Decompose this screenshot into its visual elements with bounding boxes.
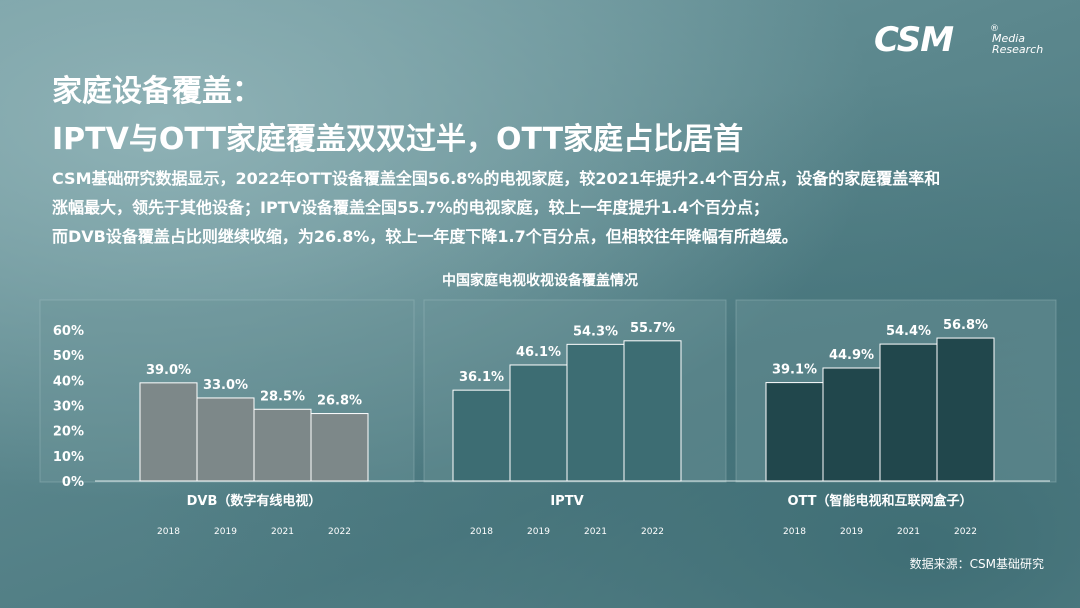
x-axis-year-label: 2022 — [328, 527, 351, 537]
x-axis-year-label: 2019 — [840, 527, 863, 537]
x-axis-year-label: 2021 — [897, 527, 920, 537]
logo-subtitle: Media Research — [992, 33, 1043, 55]
logo-subtitle-line2: Research — [992, 43, 1044, 56]
bar-value-label: 44.9% — [829, 348, 874, 363]
bar — [139, 382, 198, 482]
bar-value-label: 39.0% — [146, 363, 191, 378]
bar-value-label: 28.5% — [260, 389, 305, 404]
logo-registered-mark: ® — [990, 24, 999, 34]
x-axis-year-label: 2018 — [470, 527, 493, 537]
logo-main-text: CSM — [874, 20, 954, 60]
chart-title: 中国家庭电视收视设备覆盖情况 — [442, 273, 638, 289]
bar-value-label: 26.8% — [317, 394, 362, 409]
x-axis-year-label: 2018 — [157, 527, 180, 537]
group-label: IPTV — [550, 494, 583, 509]
bar-value-label: 33.0% — [203, 378, 248, 393]
x-axis-year-label: 2019 — [214, 527, 237, 537]
x-axis-year-label: 2018 — [783, 527, 806, 537]
bar — [509, 364, 568, 482]
x-axis-year-label: 2021 — [271, 527, 294, 537]
bar — [196, 397, 255, 482]
bar — [452, 389, 511, 482]
bar — [623, 340, 682, 482]
y-axis-tick-label: 10% — [53, 450, 84, 465]
bar-value-label: 55.7% — [630, 321, 675, 336]
bar-value-label: 54.4% — [886, 324, 931, 339]
bar — [310, 413, 369, 482]
group-label: DVB（数字有线电视） — [187, 493, 322, 509]
description-paragraph: CSM基础研究数据显示，2022年OTT设备覆盖全国56.8%的电视家庭，较20… — [52, 164, 1062, 251]
bar — [822, 367, 881, 482]
page-title-line1: 家庭设备覆盖： — [52, 74, 262, 109]
data-source-note: 数据来源：CSM基础研究 — [909, 557, 1044, 571]
x-axis-year-label: 2021 — [584, 527, 607, 537]
y-axis-tick-label: 0% — [62, 475, 84, 490]
group-label: OTT（智能电视和互联网盒子） — [787, 493, 972, 509]
x-axis-year-label: 2022 — [954, 527, 977, 537]
bar-value-label: 56.8% — [943, 318, 988, 333]
y-axis-tick-label: 30% — [53, 400, 84, 415]
x-axis-year-label: 2019 — [527, 527, 550, 537]
bar — [936, 337, 995, 482]
x-axis-year-label: 2022 — [641, 527, 664, 537]
csm-logo: CSM ® Media Research — [874, 20, 1044, 64]
bar-value-label: 46.1% — [516, 345, 561, 360]
description-line: 涨幅最大，领先于其他设备；IPTV设备覆盖全国55.7%的电视家庭，较上一年度提… — [52, 198, 769, 217]
y-axis-tick-label: 60% — [53, 324, 84, 339]
bar — [566, 343, 625, 482]
logo-subtitle-line1: Media — [992, 32, 1026, 45]
bar-value-label: 36.1% — [459, 370, 504, 385]
bar-value-label: 39.1% — [772, 363, 817, 378]
bar — [879, 343, 938, 482]
y-axis-tick-label: 50% — [53, 349, 84, 364]
page-title-line2: IPTV与OTT家庭覆盖双双过半，OTT家庭占比居首 — [52, 122, 744, 157]
y-axis-tick-label: 20% — [53, 425, 84, 440]
description-line: CSM基础研究数据显示，2022年OTT设备覆盖全国56.8%的电视家庭，较20… — [52, 169, 941, 188]
description-line: 而DVB设备覆盖占比则继续收缩，为26.8%，较上一年度下降1.7个百分点，但相… — [52, 227, 798, 246]
bar-value-label: 54.3% — [573, 324, 618, 339]
bar — [765, 382, 824, 482]
bar — [253, 408, 312, 482]
y-axis-tick-label: 40% — [53, 374, 84, 389]
